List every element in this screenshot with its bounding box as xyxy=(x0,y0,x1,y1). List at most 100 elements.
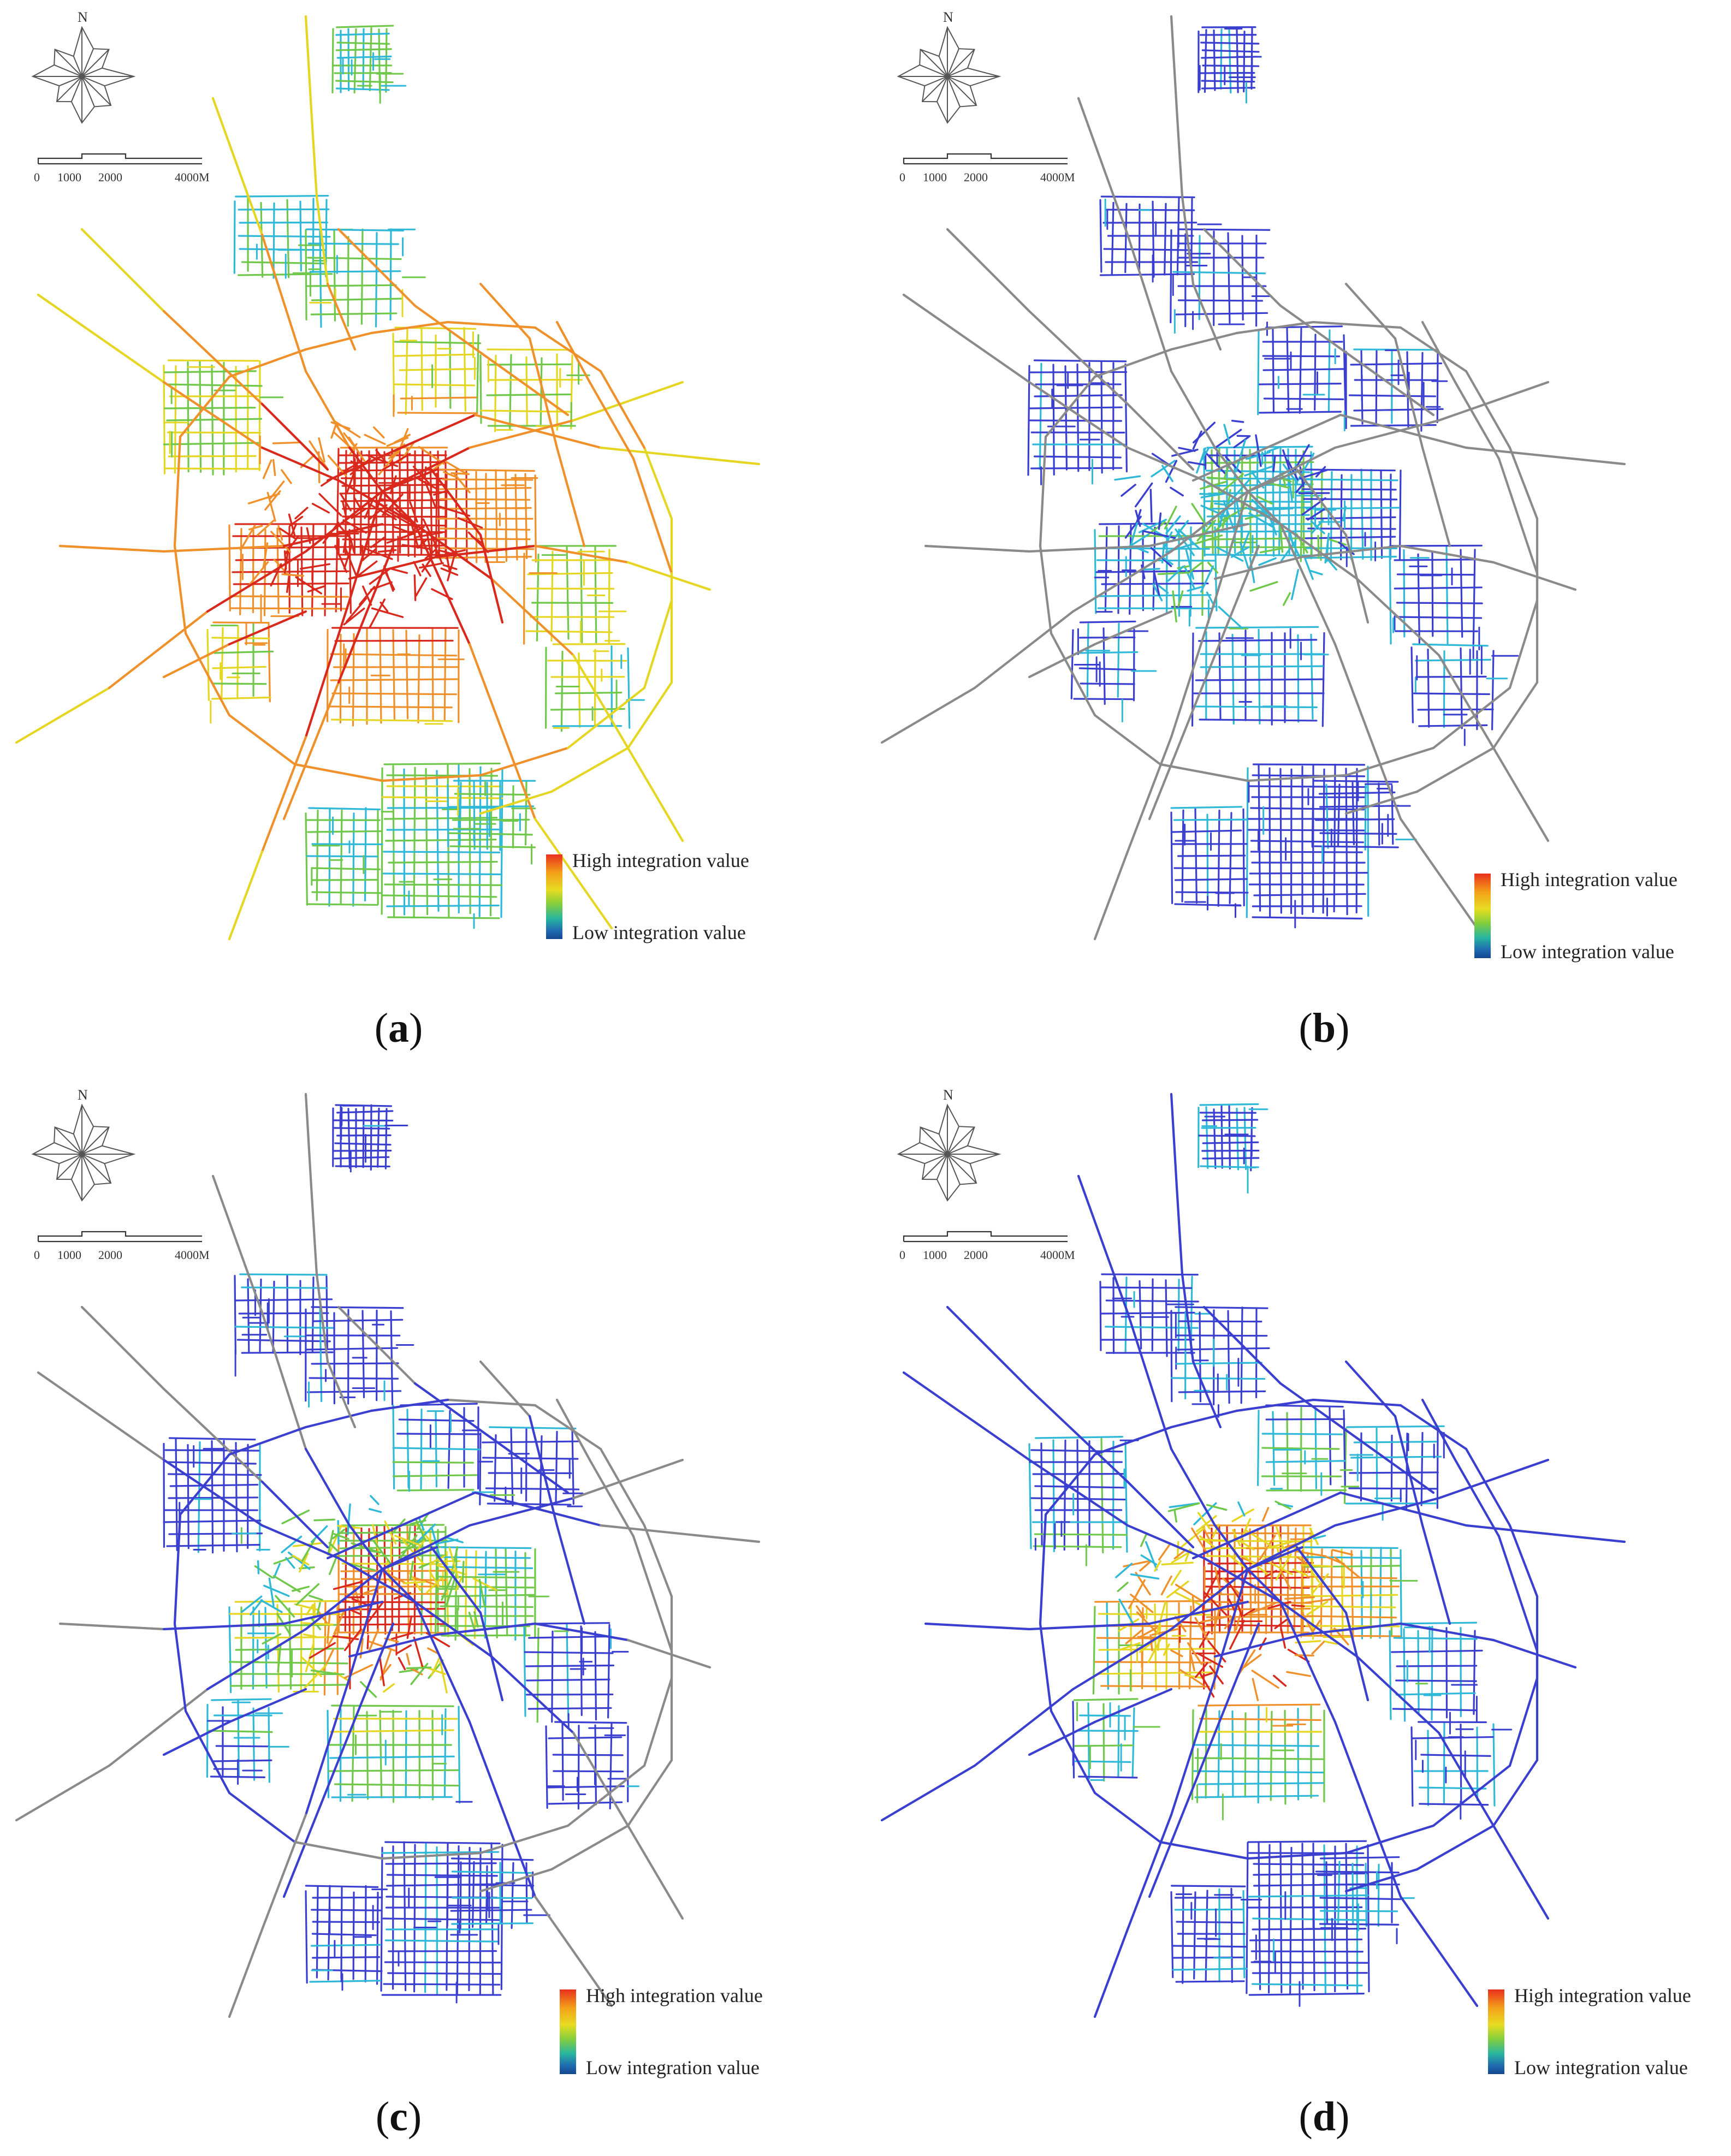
arterial-road xyxy=(1213,446,1249,493)
street-segment xyxy=(307,585,326,593)
street-segment xyxy=(385,839,497,842)
district-grid xyxy=(1300,468,1402,567)
street-segment xyxy=(1158,1544,1170,1561)
street-segment xyxy=(366,1635,370,1649)
street-segment xyxy=(536,1628,540,1723)
street-segment xyxy=(309,1595,323,1601)
street-segment xyxy=(367,1549,381,1554)
street-segment xyxy=(390,1310,394,1406)
street-segment xyxy=(342,523,447,527)
street-segment xyxy=(281,573,305,577)
arterial-road xyxy=(1399,544,1495,564)
street-segment xyxy=(1420,1754,1491,1757)
street-segment xyxy=(1289,531,1294,546)
street-segment xyxy=(362,28,365,90)
scale-tick-label: 0 xyxy=(34,170,40,184)
arterial-road xyxy=(555,1524,586,1625)
street-segment xyxy=(264,490,281,511)
street-segment xyxy=(425,768,429,916)
street-segment xyxy=(1033,455,1122,459)
arterial-road xyxy=(1333,1496,1440,1527)
arterial-road xyxy=(162,1458,264,1527)
street-segment xyxy=(1290,569,1300,601)
panel-label-b: (b) xyxy=(1299,1005,1350,1051)
street-segment xyxy=(540,357,543,425)
district-grid xyxy=(163,1437,270,1554)
street-segment xyxy=(1175,1334,1268,1337)
street-segment xyxy=(550,550,554,642)
ring-road xyxy=(1399,1404,1468,1451)
street-segment xyxy=(551,1630,554,1723)
street-segment xyxy=(342,507,445,510)
street-segment xyxy=(525,1664,615,1667)
legend-c: High integration value Low integration v… xyxy=(560,1984,844,2078)
street-segment xyxy=(1078,1775,1138,1779)
arterial-road xyxy=(435,544,537,559)
street-segment xyxy=(438,487,532,490)
scale-tick-label: 4000M xyxy=(175,170,210,184)
street-segment xyxy=(1274,1619,1288,1630)
arterial-road xyxy=(1279,1600,1337,1724)
street-segment xyxy=(1204,530,1311,533)
north-road xyxy=(1181,1273,1195,1363)
street-segment xyxy=(316,1886,319,1979)
street-segment xyxy=(436,537,531,541)
ring-road xyxy=(1399,326,1468,373)
ring-road xyxy=(643,446,673,520)
arterial-road xyxy=(1126,446,1206,482)
street-segment xyxy=(405,629,409,720)
street-segment xyxy=(1279,1842,1283,1993)
street-segment xyxy=(383,1683,395,1693)
arterial-road xyxy=(206,1628,307,1691)
street-segment xyxy=(1165,1602,1168,1690)
street-segment xyxy=(342,530,348,553)
street-segment xyxy=(334,639,454,642)
arterial-road xyxy=(1355,1436,1435,1494)
street-segment xyxy=(169,1483,259,1487)
street-segment xyxy=(1129,522,1139,548)
arterial-road xyxy=(1355,577,1440,657)
street-segment xyxy=(440,1605,533,1608)
street-segment xyxy=(1175,1583,1202,1602)
street-segment xyxy=(272,1575,301,1593)
ring-road xyxy=(304,1409,373,1429)
street-segment xyxy=(1305,516,1396,520)
arterial-road xyxy=(282,1759,340,1898)
district-grid xyxy=(228,1600,351,1696)
street-segment xyxy=(437,1539,459,1545)
arterial-road xyxy=(162,1622,286,1631)
street-segment xyxy=(279,527,297,540)
arterial-road xyxy=(1126,233,1173,373)
ring-road xyxy=(643,599,673,690)
ring-road xyxy=(1508,1677,1539,1767)
street-segment xyxy=(1460,549,1463,638)
street-segment xyxy=(1212,1524,1220,1539)
street-segment xyxy=(1306,1576,1397,1579)
street-segment xyxy=(1302,1594,1398,1597)
street-segment xyxy=(1315,1870,1400,1874)
street-segment xyxy=(1252,763,1366,766)
street-segment xyxy=(1141,564,1146,579)
arterial-road xyxy=(108,610,209,690)
street-segment xyxy=(450,1546,459,1574)
arterial-road xyxy=(80,228,165,313)
street-segment xyxy=(1214,1566,1222,1595)
street-segment xyxy=(372,1540,394,1567)
street-segment xyxy=(439,1660,448,1694)
street-segment xyxy=(479,1847,482,1995)
street-segment xyxy=(310,1944,382,1947)
street-segment xyxy=(1305,478,1398,482)
street-segment xyxy=(1191,1596,1195,1613)
outer-ring-road xyxy=(626,1759,673,1827)
street-segment xyxy=(1350,1456,1442,1459)
street-segment xyxy=(1256,495,1273,505)
street-segment xyxy=(1219,473,1244,495)
map-c: N 0 1000 2000 4000M xyxy=(15,1087,761,2018)
legend-color-bar xyxy=(1474,874,1491,958)
street-segment xyxy=(294,1603,319,1611)
north-road xyxy=(315,195,329,286)
street-segment xyxy=(241,1351,334,1354)
street-segment xyxy=(1079,1714,1131,1717)
arterial-road xyxy=(1339,413,1468,449)
ring-road xyxy=(1235,1398,1315,1412)
